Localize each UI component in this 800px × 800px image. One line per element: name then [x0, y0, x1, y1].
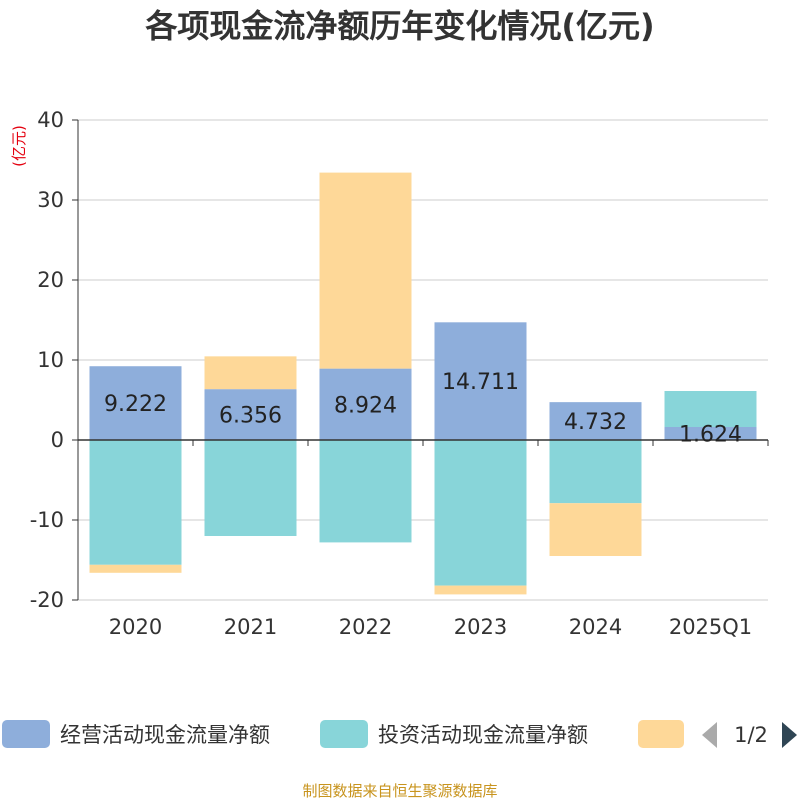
- x-tick-label: 2023: [454, 615, 507, 639]
- x-axis-ticks: 2020 2021 2022 2023 2024 2025Q1: [109, 615, 752, 639]
- legend-swatch-investing[interactable]: [320, 720, 368, 748]
- bar-value-label: 8.924: [334, 393, 397, 418]
- legend-swatch-operating[interactable]: [2, 720, 50, 748]
- bar-series1-2021[interactable]: [204, 440, 297, 536]
- x-tick-label: 2020: [109, 615, 162, 639]
- y-tick-label: 30: [37, 188, 64, 212]
- y-tick-label: 0: [51, 428, 64, 452]
- bar-series1-2023[interactable]: [434, 440, 527, 586]
- bar-value-label: 1.624: [679, 423, 742, 448]
- bars: [89, 172, 757, 595]
- bar-labels: 9.222 6.356 8.924 14.711 4.732 1.624: [104, 370, 742, 447]
- data-source-note: 制图数据来自恒生聚源数据库: [302, 782, 497, 800]
- bar-series1-2025Q1[interactable]: [664, 391, 757, 428]
- bar-series2-2023[interactable]: [434, 585, 527, 595]
- bar-series1-2020[interactable]: [89, 440, 182, 565]
- x-tick-label: 2022: [339, 615, 392, 639]
- legend-swatch-financing[interactable]: [638, 720, 684, 748]
- y-tick-label: 20: [37, 268, 64, 292]
- bar-series0-2021[interactable]: [204, 389, 297, 440]
- bar-series1-2022[interactable]: [319, 440, 412, 543]
- legend-page-indicator: 1/2: [734, 723, 768, 747]
- bar-series0-2022[interactable]: [319, 368, 412, 440]
- bar-value-label: 6.356: [219, 404, 282, 429]
- axes: [77, 120, 769, 600]
- bar-value-label: 9.222: [104, 392, 167, 417]
- chart-title: 各项现金流净额历年变化情况(亿元): [145, 7, 654, 45]
- y-tick-label: -10: [30, 508, 64, 532]
- y-axis-ticks: 40 30 20 10 0 -10 -20: [30, 108, 78, 612]
- bar-series0-2025Q1[interactable]: [664, 427, 757, 440]
- y-tick-label: 40: [37, 108, 64, 132]
- bar-series2-2020[interactable]: [89, 564, 182, 573]
- legend-label-operating[interactable]: 经营活动现金流量净额: [60, 723, 270, 747]
- legend-label-investing[interactable]: 投资活动现金流量净额: [378, 723, 588, 747]
- bar-series2-2022[interactable]: [319, 172, 412, 369]
- x-tick-label: 2021: [224, 615, 277, 639]
- y-tick-label: 10: [37, 348, 64, 372]
- legend: 经营活动现金流量净额 投资活动现金流量净额 1/2: [2, 720, 797, 748]
- x-tick-label: 2025Q1: [669, 615, 752, 639]
- x-tick-label: 2024: [569, 615, 622, 639]
- legend-prev-page-icon[interactable]: [702, 722, 717, 748]
- y-axis-unit-label: (亿元): [10, 125, 28, 167]
- bar-series2-2024[interactable]: [549, 503, 642, 556]
- bar-value-label: 14.711: [442, 370, 519, 395]
- bar-value-label: 4.732: [564, 410, 627, 435]
- bar-series0-2024[interactable]: [549, 402, 642, 440]
- bar-series1-2024[interactable]: [549, 440, 642, 504]
- legend-next-page-icon[interactable]: [782, 722, 797, 748]
- bar-series2-2021[interactable]: [204, 356, 297, 390]
- y-tick-label: -20: [30, 588, 64, 612]
- grid-lines: [78, 119, 768, 601]
- bar-series0-2023[interactable]: [434, 322, 527, 440]
- bar-series0-2020[interactable]: [89, 366, 182, 440]
